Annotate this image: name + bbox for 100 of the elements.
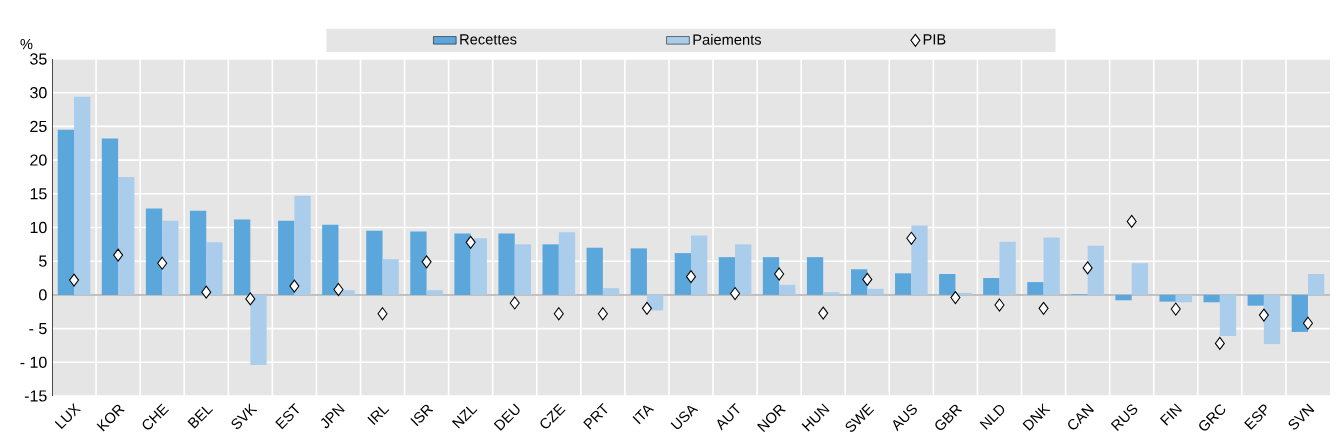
bar bbox=[542, 244, 559, 295]
x-tick-label: IRL bbox=[367, 406, 390, 425]
bar bbox=[250, 294, 267, 365]
point bbox=[862, 272, 873, 286]
point bbox=[1302, 316, 1313, 330]
bar bbox=[630, 248, 647, 295]
bar bbox=[1159, 294, 1176, 302]
bar bbox=[1263, 294, 1281, 345]
point bbox=[509, 296, 520, 310]
y-tick-label: 35 bbox=[30, 53, 47, 65]
bar bbox=[189, 210, 207, 295]
bar bbox=[410, 231, 427, 295]
y-tick-label: -15 bbox=[24, 390, 47, 402]
bar bbox=[57, 129, 75, 295]
point bbox=[685, 270, 697, 284]
point bbox=[641, 301, 652, 315]
bar bbox=[999, 241, 1016, 295]
bar bbox=[74, 96, 91, 295]
point bbox=[994, 298, 1005, 312]
bar bbox=[470, 238, 487, 295]
bar bbox=[823, 292, 840, 295]
y-tick-label: 20 bbox=[30, 154, 47, 166]
point bbox=[289, 279, 300, 293]
point bbox=[553, 307, 564, 321]
x-tick-label: NZL bbox=[451, 406, 478, 429]
bar bbox=[1043, 237, 1060, 295]
bar bbox=[118, 176, 135, 295]
bar bbox=[983, 278, 1000, 295]
point bbox=[818, 306, 829, 320]
bar bbox=[779, 284, 796, 295]
y-tick-label: 30 bbox=[30, 87, 47, 99]
y-tick-label: 15 bbox=[30, 188, 47, 200]
bar bbox=[206, 242, 223, 295]
bar bbox=[234, 219, 251, 295]
point bbox=[774, 267, 785, 281]
y-tick-label: 0 bbox=[39, 289, 47, 301]
bar bbox=[366, 230, 383, 295]
bar bbox=[278, 220, 295, 295]
legend-label: Paiements bbox=[693, 34, 762, 45]
point bbox=[377, 307, 388, 321]
bar bbox=[735, 244, 752, 295]
bar bbox=[1219, 294, 1237, 336]
bar bbox=[1247, 294, 1264, 306]
point bbox=[906, 231, 917, 245]
bar bbox=[322, 224, 339, 295]
bar bbox=[1175, 294, 1193, 303]
bar bbox=[162, 220, 179, 295]
bar bbox=[691, 235, 708, 295]
point bbox=[1038, 301, 1049, 315]
point bbox=[1170, 302, 1181, 316]
bar bbox=[586, 247, 603, 295]
bar bbox=[426, 290, 443, 295]
bar bbox=[1131, 263, 1148, 295]
point bbox=[465, 235, 476, 249]
bar bbox=[895, 273, 912, 295]
point bbox=[1258, 308, 1269, 322]
y-tick-label: 25 bbox=[30, 120, 47, 133]
point bbox=[421, 255, 432, 269]
bar bbox=[674, 253, 692, 295]
bar bbox=[806, 257, 824, 295]
y-tick-label: - 10 bbox=[20, 356, 47, 368]
bar bbox=[1115, 294, 1132, 301]
y-axis-title: % bbox=[20, 38, 33, 50]
point bbox=[1214, 336, 1225, 350]
y-tick-label: 5 bbox=[39, 255, 47, 267]
y-tick-label: - 5 bbox=[29, 323, 47, 335]
x-tick-label: USA bbox=[670, 405, 699, 430]
x-tick-label: BEL bbox=[187, 406, 214, 429]
point bbox=[113, 248, 124, 262]
y-tick-label: 10 bbox=[30, 221, 47, 234]
legend-label: Recettes bbox=[460, 34, 517, 45]
bar bbox=[1203, 294, 1220, 303]
bar bbox=[498, 233, 515, 295]
x-tick-label: ISR bbox=[410, 404, 434, 427]
bar bbox=[850, 269, 868, 295]
point bbox=[1082, 261, 1093, 275]
bar bbox=[1307, 274, 1325, 295]
bar bbox=[145, 208, 163, 295]
point bbox=[157, 256, 168, 270]
bar bbox=[454, 233, 471, 295]
point bbox=[730, 287, 741, 301]
legend-label: PIB bbox=[923, 34, 946, 45]
bar bbox=[911, 225, 928, 295]
point bbox=[201, 285, 212, 299]
point bbox=[333, 282, 344, 297]
x-tick-label: FIN bbox=[1159, 403, 1183, 426]
bar bbox=[558, 232, 576, 295]
point bbox=[245, 292, 256, 306]
bar bbox=[762, 257, 780, 295]
bar bbox=[294, 195, 311, 295]
x-tick-label: ITA bbox=[632, 405, 655, 425]
bar bbox=[867, 288, 884, 295]
bar bbox=[602, 288, 620, 295]
bar bbox=[101, 138, 119, 295]
point bbox=[69, 273, 80, 287]
bar bbox=[1087, 245, 1104, 295]
bar bbox=[1291, 294, 1308, 332]
point bbox=[1126, 214, 1137, 228]
bar bbox=[939, 274, 956, 295]
bar bbox=[718, 257, 736, 295]
